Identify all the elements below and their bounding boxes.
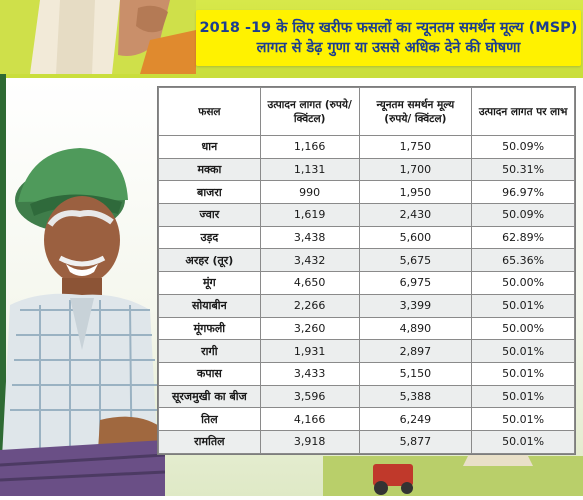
farmer-illustration — [0, 130, 165, 496]
profit-cell: 50.31% — [471, 157, 575, 182]
top-person-illustration — [0, 0, 196, 74]
production-cost-cell: 2,266 — [259, 293, 360, 318]
profit-cell: 50.01% — [471, 384, 575, 409]
table-row: धान 1,166 1,750 50.09% — [158, 135, 575, 159]
table-header-row: फसल उत्पादन लागत (रुपये/ क्विंटल) न्यूनत… — [158, 87, 575, 136]
msp-table: फसल उत्पादन लागत (रुपये/ क्विंटल) न्यूनत… — [158, 87, 575, 454]
msp-cell: 3,399 — [358, 293, 473, 318]
header-crop: फसल — [158, 87, 261, 136]
table-row: मूंग 4,650 6,975 50.00% — [158, 271, 575, 295]
msp-cell: 1,750 — [358, 135, 473, 159]
table-row: अरहर (तूर) 3,432 5,675 65.36% — [158, 248, 575, 273]
msp-cell: 5,675 — [358, 248, 473, 273]
crop-cell: रामतिल — [158, 429, 261, 454]
profit-cell: 50.00% — [471, 271, 575, 295]
msp-cell: 5,877 — [358, 429, 473, 454]
crop-cell: धान — [158, 135, 261, 159]
crop-cell: सूरजमुखी का बीज — [158, 384, 261, 409]
msp-cell: 5,600 — [358, 225, 473, 250]
msp-cell: 6,249 — [358, 407, 473, 431]
crop-cell: अरहर (तूर) — [158, 248, 261, 273]
profit-cell: 50.01% — [471, 429, 575, 454]
profit-cell: 50.01% — [471, 407, 575, 431]
msp-cell: 2,897 — [358, 339, 473, 363]
table-row: बाजरा 990 1,950 96.97% — [158, 180, 575, 205]
production-cost-cell: 3,432 — [259, 248, 360, 273]
production-cost-cell: 4,166 — [259, 407, 360, 431]
profit-cell: 50.00% — [471, 316, 575, 341]
production-cost-cell: 1,131 — [259, 157, 360, 182]
table-row: सूरजमुखी का बीज 3,596 5,388 50.01% — [158, 384, 575, 409]
production-cost-cell: 3,260 — [259, 316, 360, 341]
profit-cell: 50.01% — [471, 293, 575, 318]
title-banner: 2018 -19 के लिए खरीफ फसलों का न्यूनतम सम… — [196, 10, 581, 66]
production-cost-cell: 3,438 — [259, 225, 360, 250]
msp-cell: 6,975 — [358, 271, 473, 295]
msp-table-container: फसल उत्पादन लागत (रुपये/ क्विंटल) न्यूनत… — [157, 86, 576, 455]
msp-cell: 5,388 — [358, 384, 473, 409]
crop-cell: मूंगफली — [158, 316, 261, 341]
profit-cell: 62.89% — [471, 225, 575, 250]
profit-cell: 50.09% — [471, 203, 575, 227]
table-row: मूंगफली 3,260 4,890 50.00% — [158, 316, 575, 341]
production-cost-cell: 990 — [259, 180, 360, 205]
profit-cell: 50.09% — [471, 135, 575, 159]
crop-cell: रागी — [158, 339, 261, 363]
table-row: तिल 4,166 6,249 50.01% — [158, 407, 575, 431]
left-edge-strip — [0, 0, 6, 496]
header-profit-over-cost: उत्पादन लागत पर लाभ — [471, 87, 575, 136]
msp-cell: 4,890 — [358, 316, 473, 341]
crop-cell: सोयाबीन — [158, 293, 261, 318]
crop-cell: कपास — [158, 361, 261, 386]
header-msp: न्यूनतम समर्थन मूल्य (रुपये/ क्विंटल) — [358, 87, 473, 136]
crop-cell: उड़द — [158, 225, 261, 250]
table-row: उड़द 3,438 5,600 62.89% — [158, 225, 575, 250]
msp-cell: 5,150 — [358, 361, 473, 386]
production-cost-cell: 1,619 — [259, 203, 360, 227]
crop-cell: ज्वार — [158, 203, 261, 227]
production-cost-cell: 3,596 — [259, 384, 360, 409]
table-row: सोयाबीन 2,266 3,399 50.01% — [158, 293, 575, 318]
header-production-cost: उत्पादन लागत (रुपये/ क्विंटल) — [259, 87, 360, 136]
table-row: रामतिल 3,918 5,877 50.01% — [158, 429, 575, 454]
crop-cell: मूंग — [158, 271, 261, 295]
crop-cell: तिल — [158, 407, 261, 431]
table-body: धान 1,166 1,750 50.09% मक्का 1,131 1,700 50.31%… — [158, 135, 575, 454]
production-cost-cell: 1,931 — [259, 339, 360, 363]
profit-cell: 50.01% — [471, 339, 575, 363]
table-row: रागी 1,931 2,897 50.01% — [158, 339, 575, 363]
msp-cell: 1,950 — [358, 180, 473, 205]
table-row: ज्वार 1,619 2,430 50.09% — [158, 203, 575, 227]
table-row: मक्का 1,131 1,700 50.31% — [158, 157, 575, 182]
msp-cell: 1,700 — [358, 157, 473, 182]
crop-cell: बाजरा — [158, 180, 261, 205]
profit-cell: 65.36% — [471, 248, 575, 273]
production-cost-cell: 1,166 — [259, 135, 360, 159]
title-line-2: लागत से डेढ़ गुणा या उससे अधिक देने की घ… — [256, 40, 521, 56]
profit-cell: 96.97% — [471, 180, 575, 205]
production-cost-cell: 4,650 — [259, 271, 360, 295]
profit-cell: 50.01% — [471, 361, 575, 386]
table-row: कपास 3,433 5,150 50.01% — [158, 361, 575, 386]
title-line-1: 2018 -19 के लिए खरीफ फसलों का न्यूनतम सम… — [199, 20, 578, 36]
production-cost-cell: 3,433 — [259, 361, 360, 386]
msp-cell: 2,430 — [358, 203, 473, 227]
production-cost-cell: 3,918 — [259, 429, 360, 454]
crop-cell: मक्का — [158, 157, 261, 182]
